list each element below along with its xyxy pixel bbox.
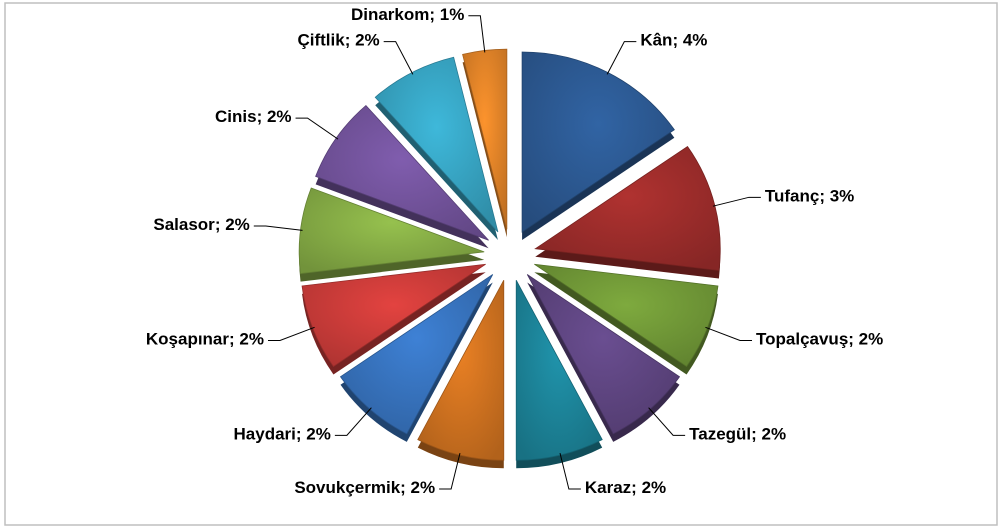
label-value: 2% [225, 215, 250, 234]
data-label: Salasor; 2% [153, 215, 249, 234]
label-value: 2% [355, 31, 380, 50]
data-label: Çiftlik; 2% [297, 31, 379, 50]
leader-line [712, 196, 761, 207]
leader-line [439, 452, 461, 490]
data-label: Cinis; 2% [215, 108, 292, 127]
leader-line [606, 41, 637, 75]
label-category: Tufanç [765, 187, 819, 206]
leader-line [334, 407, 372, 436]
label-category: Cinis [215, 108, 257, 127]
label-separator: ; [819, 187, 829, 206]
label-category: Koşapınar [146, 330, 230, 349]
label-separator: ; [672, 31, 682, 50]
label-separator: ; [229, 330, 239, 349]
label-value: 4% [683, 31, 708, 50]
label-category: Dinarkom [351, 5, 429, 24]
data-label: Koşapınar; 2% [146, 330, 264, 349]
leader-line [253, 225, 303, 231]
data-label: Haydari; 2% [234, 425, 331, 444]
label-category: Salasor [153, 215, 215, 234]
leader-line [648, 407, 686, 436]
label-category: Topalçavuş [756, 330, 848, 349]
label-category: Tazegül [689, 425, 751, 444]
label-separator: ; [848, 330, 858, 349]
label-category: Sovukçermik [294, 478, 400, 497]
label-separator: ; [429, 5, 439, 24]
data-label: Tazegül; 2% [689, 425, 786, 444]
leader-line [383, 41, 414, 75]
leader-line [559, 452, 581, 490]
data-label: Dinarkom; 1% [351, 5, 464, 24]
label-value: 2% [642, 478, 667, 497]
label-value: 2% [859, 330, 884, 349]
label-value: 3% [830, 187, 855, 206]
leader-line [267, 326, 315, 341]
label-separator: ; [345, 31, 355, 50]
label-category: Karaz [585, 478, 631, 497]
label-separator: ; [257, 108, 267, 127]
label-value: 2% [762, 425, 787, 444]
leader-line [468, 15, 486, 53]
label-separator: ; [631, 478, 641, 497]
label-separator: ; [296, 425, 306, 444]
label-value: 2% [306, 425, 331, 444]
label-value: 2% [267, 108, 292, 127]
label-separator: ; [400, 478, 410, 497]
label-category: Kân [640, 31, 672, 50]
leader-line [295, 117, 339, 140]
label-separator: ; [215, 215, 225, 234]
label-category: Haydari [234, 425, 296, 444]
label-value: 2% [411, 478, 436, 497]
label-value: 2% [239, 330, 264, 349]
leader-line [705, 326, 753, 341]
label-value: 1% [440, 5, 465, 24]
data-label: Tufanç; 3% [765, 187, 854, 206]
data-label: Kân; 4% [640, 31, 707, 50]
label-separator: ; [751, 425, 761, 444]
data-label: Karaz; 2% [585, 478, 666, 497]
data-label: Topalçavuş; 2% [756, 330, 883, 349]
data-label: Sovukçermik; 2% [294, 478, 435, 497]
label-category: Çiftlik [297, 31, 345, 50]
